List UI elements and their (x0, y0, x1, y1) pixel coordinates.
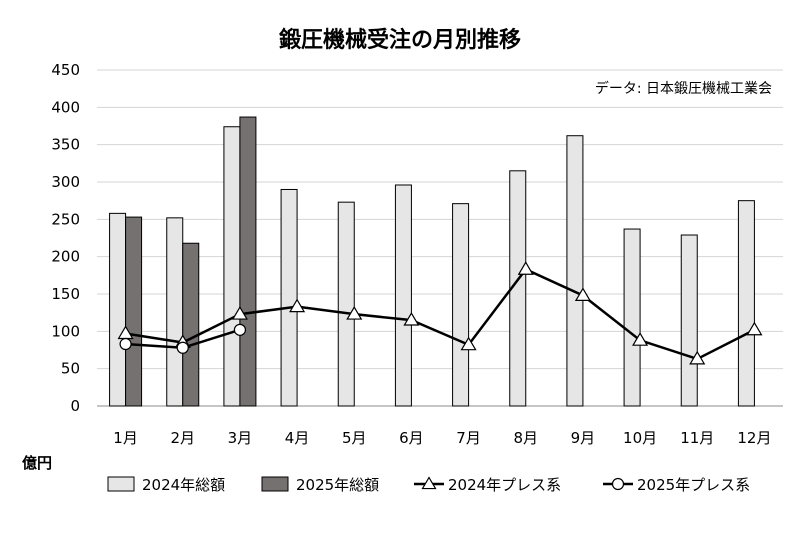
x-tick-label: 3月 (228, 429, 253, 447)
x-tick-label: 7月 (456, 429, 481, 447)
x-tick-label: 10月 (623, 429, 657, 447)
point-triangle-marker (460, 336, 477, 351)
legend-label: 2024年総額 (142, 476, 225, 494)
point-triangle-marker (289, 298, 306, 313)
point-triangle-marker (403, 311, 420, 326)
point-circle-marker (176, 341, 189, 354)
x-tick-label: 11月 (680, 429, 714, 447)
point-triangle-marker (746, 321, 763, 336)
x-tick-label: 1月 (113, 429, 138, 447)
y-tick-label: 300 (51, 173, 80, 191)
legend-triangle-marker (421, 476, 437, 490)
bar-2024年総額 (166, 217, 184, 407)
y-tick-label: 50 (61, 360, 80, 378)
bar-2024年総額 (452, 203, 470, 407)
y-tick-label: 150 (51, 285, 80, 303)
point-triangle-marker (632, 332, 649, 346)
point-triangle-marker (346, 305, 363, 320)
bar-2025年総額 (125, 216, 143, 407)
point-triangle-marker (574, 287, 591, 301)
bar-2024年総額 (223, 126, 241, 407)
x-tick-label: 8月 (513, 429, 538, 447)
lines (117, 261, 763, 365)
legend-label: 2024年プレス系 (448, 476, 561, 494)
legend-swatch (107, 476, 135, 492)
x-tick-label: 2月 (170, 429, 195, 447)
bar-2024年総額 (109, 212, 127, 407)
y-tick-label: 0 (70, 397, 80, 415)
legend: 2024年総額 2025年総額 2024年プレス系 2025年プレス系 (107, 476, 750, 494)
gridlines (97, 69, 783, 407)
bar-2025年総額 (182, 242, 200, 407)
point-circle-marker (119, 337, 132, 351)
bar-2024年総額 (566, 135, 584, 407)
chart-title: 鍛圧機械受注の月別推移 (279, 27, 521, 53)
y-tick-label: 450 (51, 61, 80, 79)
point-circle-marker (233, 323, 247, 336)
x-tick-label: 6月 (399, 429, 424, 447)
y-tick-label: 250 (51, 210, 80, 228)
x-tick-label: 5月 (342, 429, 367, 447)
x-tick-label: 4月 (285, 429, 310, 447)
legend-label: 2025年プレス系 (637, 476, 750, 494)
y-tick-label: 200 (51, 248, 80, 266)
y-tick-label: 400 (51, 98, 80, 116)
bar-2025年総額 (239, 116, 257, 407)
x-tick-label: 9月 (571, 429, 596, 447)
source-note: データ: 日本鍛圧機械工業会 (595, 80, 772, 97)
bar-2024年総額 (337, 201, 355, 407)
legend-circle-marker (611, 477, 625, 491)
line-2024年プレス系 (125, 267, 755, 361)
bar-2024年総額 (737, 200, 755, 407)
point-triangle-marker (517, 261, 534, 275)
y-tick-label: 350 (51, 136, 80, 154)
y-tick-label: 100 (51, 322, 80, 340)
legend-label: 2025年総額 (296, 476, 379, 494)
legend-swatch (261, 476, 289, 492)
point-triangle-marker (689, 350, 706, 365)
bar-2024年総額 (623, 228, 641, 407)
bar-2024年総額 (280, 188, 298, 407)
bar-2024年総額 (394, 184, 412, 407)
bar-2024年総額 (680, 234, 698, 407)
y-axis-unit-label: 億円 (22, 454, 52, 472)
bars (109, 116, 755, 407)
x-tick-label: 12月 (737, 429, 771, 447)
point-triangle-marker (231, 305, 248, 320)
y-axis-ticks: 0 50 100 150 200 250 300 350 400 450 (51, 61, 80, 415)
x-axis-ticks: 1月 2月 3月 4月 5月 6月 7月 8月 9月 10月 11月 12月 (113, 429, 771, 447)
